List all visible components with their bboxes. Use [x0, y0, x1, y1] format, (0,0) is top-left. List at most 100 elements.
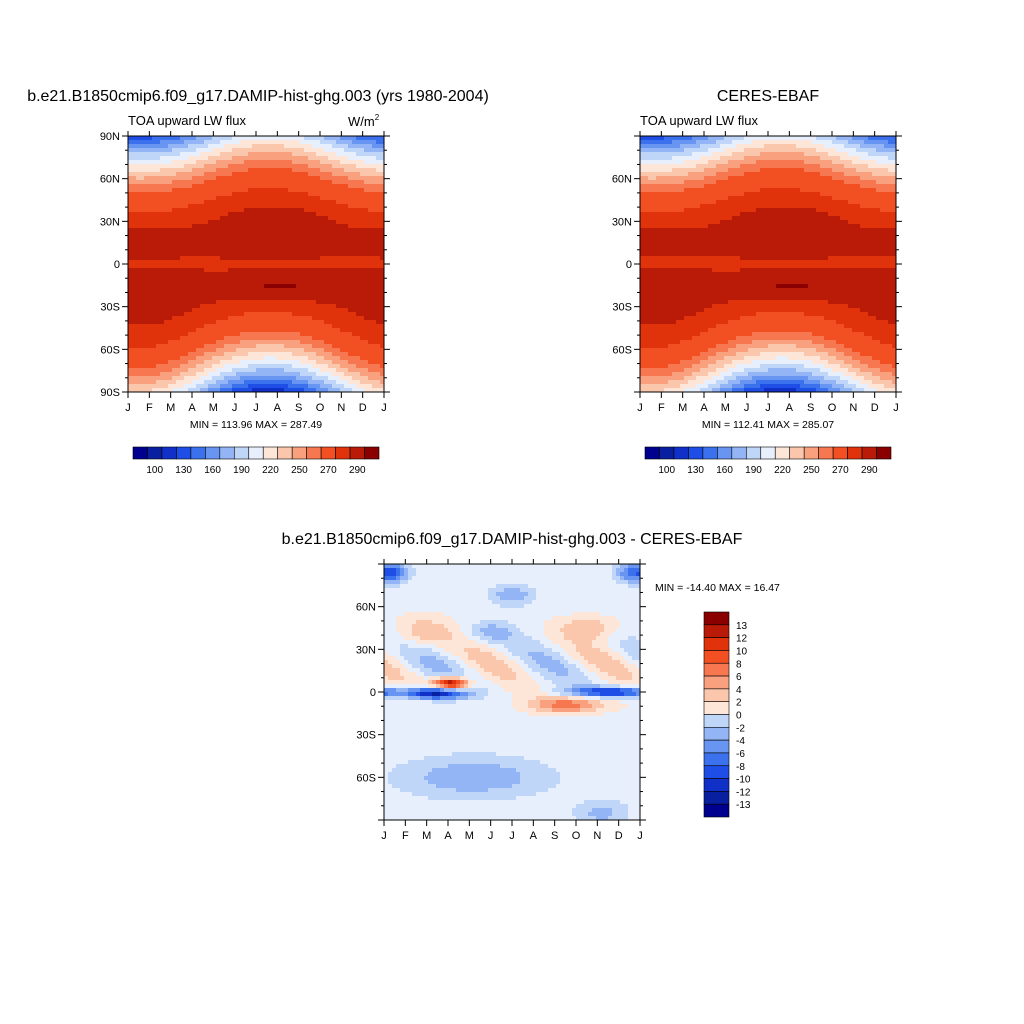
panel-model-cell — [292, 320, 297, 325]
panel-model-cell — [312, 348, 317, 353]
panel-model-cell — [292, 332, 297, 337]
panel-model-cell — [260, 292, 265, 297]
panel-model-cell — [320, 384, 325, 389]
panel-model-cell — [184, 352, 189, 357]
panel-model-cell — [132, 348, 137, 353]
panel-model-cell — [332, 364, 337, 369]
panel-model-cell — [304, 248, 309, 253]
panel-model-cell — [156, 388, 161, 393]
panel-obs-cell — [672, 148, 677, 153]
panel-model-cell — [304, 296, 309, 301]
panel-model-cell — [152, 188, 157, 193]
panel-obs-cell — [832, 152, 837, 157]
panel-model-cell — [276, 212, 281, 217]
panel-model-cell — [364, 284, 369, 289]
panel-model-cell — [224, 180, 229, 185]
panel-model-cell — [252, 284, 257, 289]
panel-obs-cell — [892, 172, 897, 177]
panel-model-cell — [168, 224, 173, 229]
panel-model-cell — [312, 304, 317, 309]
panel-model-cell — [148, 300, 153, 305]
panel-obs-cell — [652, 168, 657, 173]
panel-model-cell — [136, 192, 141, 197]
panel-model-cell — [312, 360, 317, 365]
panel-model-cell — [220, 188, 225, 193]
panel-obs-cell — [704, 144, 709, 149]
panel-model-cell — [240, 360, 245, 365]
panel-obs-cell — [708, 172, 713, 177]
panel-model-cell — [336, 336, 341, 341]
panel-model-cell — [328, 240, 333, 245]
panel-model-cell — [376, 324, 381, 329]
panel-obs-cell — [796, 168, 801, 173]
panel-model-cell — [276, 320, 281, 325]
panel-model-cell — [212, 176, 217, 181]
panel-model-cell — [272, 152, 277, 157]
panel-model-cell — [200, 320, 205, 325]
panel-model-cell — [336, 220, 341, 225]
panel-model-cell — [340, 328, 345, 333]
panel-model-cell — [276, 208, 281, 213]
panel-model-cell — [212, 204, 217, 209]
panel-model-cell — [332, 228, 337, 233]
panel-model-cell — [324, 300, 329, 305]
panel-model-cell — [304, 348, 309, 353]
panel-model-cell — [308, 288, 313, 293]
panel-model-cell — [336, 296, 341, 301]
panel-model-cell — [132, 192, 137, 197]
panel-model-cell — [292, 188, 297, 193]
panel-obs-cell — [840, 164, 845, 169]
panel-model-cell — [296, 248, 301, 253]
panel-model-cell — [236, 280, 241, 285]
panel-obs-cell — [768, 140, 773, 145]
panel-model-cell — [332, 148, 337, 153]
panel-model-cell — [224, 192, 229, 197]
panel-model-cell — [204, 232, 209, 237]
panel-model-cell — [248, 216, 253, 221]
panel-model-cell — [148, 388, 153, 393]
panel-model-cell — [224, 148, 229, 153]
panel-model-cell — [364, 192, 369, 197]
panel-model-cell — [160, 368, 165, 373]
panel-model-cell — [304, 240, 309, 245]
panel-model-cell — [152, 244, 157, 249]
panel-model-cell — [352, 152, 357, 157]
panel-model-x-tick-label: J — [381, 402, 387, 414]
panel-model-cell — [128, 268, 133, 273]
panel-model-cell — [144, 304, 149, 309]
panel-model-cell — [248, 260, 253, 265]
panel-obs-cell — [668, 176, 673, 181]
panel-model-cell — [268, 368, 273, 373]
panel-model-cell — [140, 264, 145, 269]
panel-model-cell — [128, 152, 133, 157]
panel-model-cell — [284, 240, 289, 245]
panel-model-cell — [212, 384, 217, 389]
panel-model-cell — [280, 348, 285, 353]
panel-model-cell — [160, 212, 165, 217]
panel-model-cell — [172, 268, 177, 273]
panel-model-cell — [236, 368, 241, 373]
panel-model-cell — [128, 264, 133, 269]
panel-model-cell — [216, 316, 221, 321]
panel-model-cell — [156, 200, 161, 205]
panel-model-cell — [308, 348, 313, 353]
panel-model-cell — [340, 240, 345, 245]
panel-model-cell — [176, 336, 181, 341]
panel-obs-cell — [728, 144, 733, 149]
panel-model-cell — [368, 192, 373, 197]
panel-model-cell — [284, 256, 289, 261]
panel-obs-cell — [696, 140, 701, 145]
panel-model-cell — [236, 292, 241, 297]
panel-model-cell — [168, 360, 173, 365]
panel-model-cell — [336, 276, 341, 281]
panel-obs-cell — [664, 180, 669, 185]
panel-model-cell — [312, 336, 317, 341]
panel-model-cell — [232, 156, 237, 161]
panel-model-cell — [232, 144, 237, 149]
panel-obs-cell — [660, 148, 665, 153]
panel-obs-cell — [884, 160, 889, 165]
panel-model-cell — [240, 292, 245, 297]
panel-model-cell — [368, 256, 373, 261]
panel-model-cell — [356, 196, 361, 201]
panel-model-cell — [308, 236, 313, 241]
